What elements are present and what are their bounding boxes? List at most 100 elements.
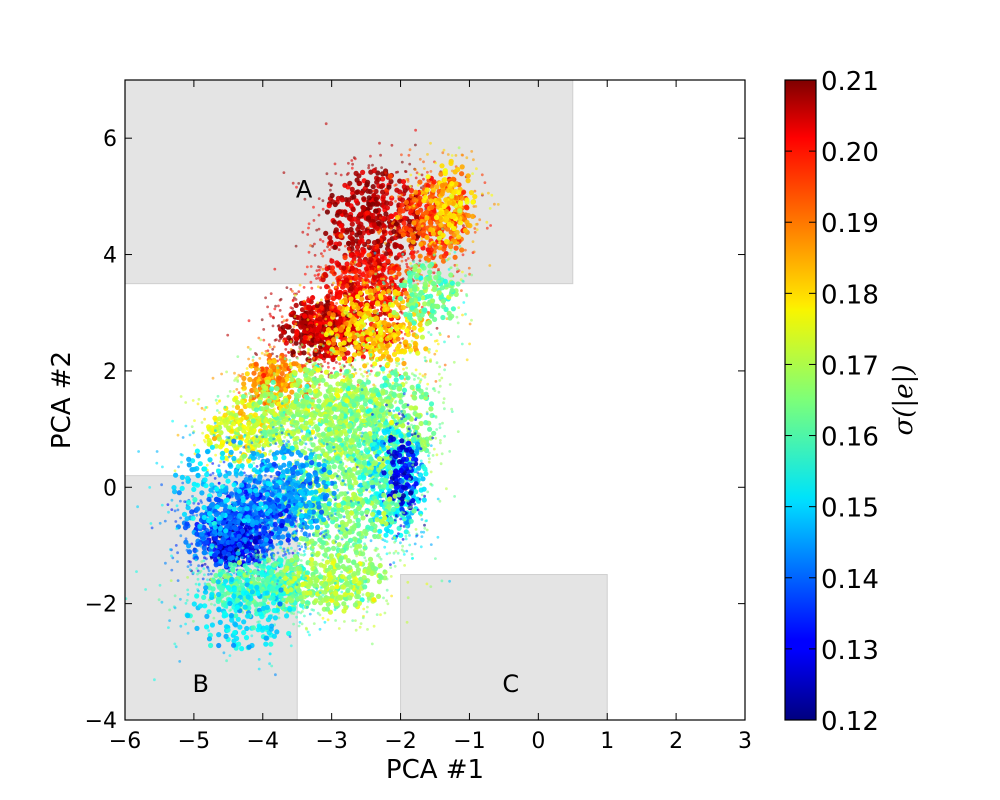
data-point — [412, 197, 418, 203]
data-point — [433, 241, 437, 245]
data-point — [253, 361, 259, 367]
data-point — [360, 372, 363, 376]
data-point — [295, 409, 298, 413]
data-point — [456, 189, 462, 196]
data-point — [249, 439, 253, 443]
data-point — [427, 250, 433, 256]
data-point — [411, 390, 418, 396]
data-point — [345, 326, 351, 332]
data-point — [354, 263, 357, 267]
data-point — [399, 444, 405, 450]
data-point — [327, 321, 333, 327]
data-point — [342, 254, 348, 261]
data-point — [384, 232, 388, 236]
data-point — [372, 189, 375, 193]
data-point — [217, 400, 221, 403]
data-point — [338, 290, 344, 296]
data-point — [420, 305, 424, 309]
data-point — [382, 277, 386, 281]
data-point — [299, 413, 303, 417]
data-point — [314, 393, 320, 399]
data-point — [401, 387, 408, 393]
data-point — [215, 402, 219, 405]
data-point — [397, 189, 403, 195]
data-point — [472, 158, 475, 162]
data-point — [423, 210, 429, 216]
data-point — [367, 226, 370, 230]
data-point — [295, 315, 301, 321]
data-point — [347, 234, 353, 240]
data-point — [382, 234, 385, 238]
data-point — [391, 384, 397, 391]
data-point — [294, 331, 300, 337]
data-point — [472, 250, 476, 254]
data-point — [341, 265, 347, 271]
data-point — [257, 376, 261, 380]
data-point — [366, 362, 369, 366]
data-point — [430, 231, 436, 237]
data-point — [357, 230, 363, 236]
data-point — [311, 363, 315, 366]
data-point — [251, 359, 255, 362]
data-point — [292, 382, 298, 388]
data-point — [342, 383, 348, 389]
data-point — [321, 254, 325, 258]
data-point — [347, 537, 354, 544]
data-point — [404, 328, 410, 334]
data-point — [358, 324, 365, 330]
data-point — [327, 342, 331, 346]
data-point — [356, 350, 360, 354]
data-point — [454, 229, 460, 235]
data-point — [324, 122, 328, 126]
data-point — [271, 368, 277, 374]
data-point — [337, 513, 343, 519]
data-point — [334, 260, 340, 266]
data-point — [349, 279, 353, 283]
data-point — [464, 248, 467, 252]
data-point — [359, 404, 365, 410]
data-point — [269, 386, 275, 392]
data-point — [346, 380, 352, 386]
data-point — [425, 412, 429, 416]
data-point — [418, 259, 422, 262]
data-point — [361, 259, 367, 265]
data-point — [459, 171, 465, 177]
data-point — [411, 325, 417, 331]
data-point — [211, 376, 215, 380]
data-point — [457, 306, 461, 309]
data-point — [429, 141, 432, 145]
data-point — [353, 260, 357, 264]
data-point — [404, 296, 408, 299]
data-point — [329, 184, 333, 188]
data-point — [323, 418, 329, 424]
data-point — [375, 258, 382, 264]
data-point — [368, 456, 374, 462]
data-point — [347, 356, 353, 362]
data-point — [348, 281, 354, 287]
data-point — [351, 352, 358, 358]
data-point — [457, 201, 464, 207]
data-point — [429, 543, 433, 546]
data-point — [363, 370, 367, 374]
data-point — [231, 442, 237, 448]
data-point — [383, 532, 389, 538]
data-point — [400, 255, 404, 259]
data-point — [249, 396, 253, 399]
data-point — [385, 415, 389, 419]
point-cluster — [405, 141, 500, 282]
data-point — [361, 418, 367, 424]
data-point — [459, 247, 465, 253]
data-point — [273, 307, 277, 311]
data-point — [388, 269, 394, 275]
data-point — [443, 407, 446, 411]
data-point — [269, 402, 275, 408]
data-point — [390, 195, 394, 199]
data-point — [392, 409, 396, 413]
data-point — [305, 328, 309, 331]
data-point — [326, 351, 330, 354]
data-point — [423, 523, 426, 527]
data-point — [203, 408, 206, 412]
data-point — [368, 316, 374, 322]
data-point — [245, 367, 249, 370]
data-point — [324, 324, 328, 327]
